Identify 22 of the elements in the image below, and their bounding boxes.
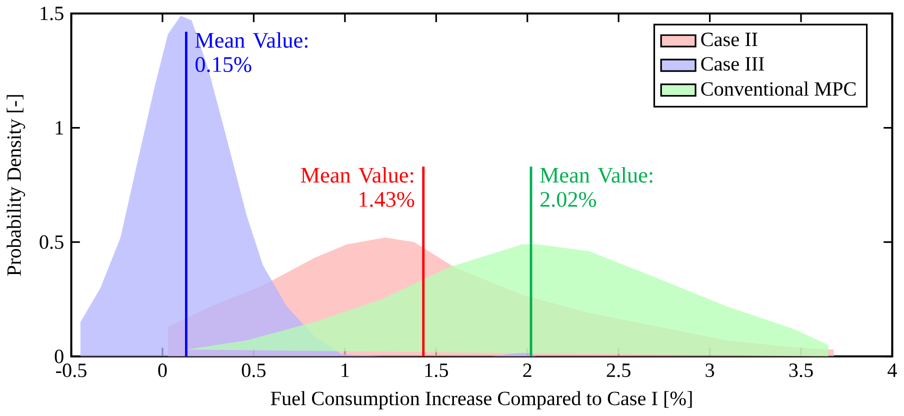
x-tick-label: 3.5	[789, 364, 813, 378]
x-tick-label: 0	[158, 364, 167, 378]
x-tick-label: 1	[342, 364, 349, 377]
x-tick-label: 3	[706, 364, 714, 378]
y-tick-label: 1	[56, 121, 63, 134]
y-tick-label: 0.5	[40, 235, 64, 249]
y-axis-title: Probability Density [-]	[6, 95, 26, 276]
y-tick-label: 1.5	[40, 6, 64, 20]
annotation: Mean Value: 2.02%	[540, 167, 652, 207]
x-tick-label: -0.5	[56, 364, 86, 378]
x-tick-label: 2	[523, 364, 532, 377]
x-tick-label: 0.5	[242, 364, 266, 378]
legend-label: Conventional MPC	[701, 82, 856, 96]
legend-label: Case III	[701, 57, 764, 71]
y-tick-label: 0	[54, 350, 64, 364]
annotation: Mean Value: 0.15%	[195, 32, 308, 72]
x-tick-label: 2.5	[606, 364, 630, 378]
x-tick-label: 1.5	[425, 364, 448, 378]
x-axis-title: Fuel Consumption Increase Compared to Case I [%]	[270, 391, 692, 410]
x-tick-label: 4	[888, 363, 897, 377]
legend-label: Case II	[701, 32, 758, 46]
annotation: Mean Value: 1.43%	[300, 167, 414, 207]
